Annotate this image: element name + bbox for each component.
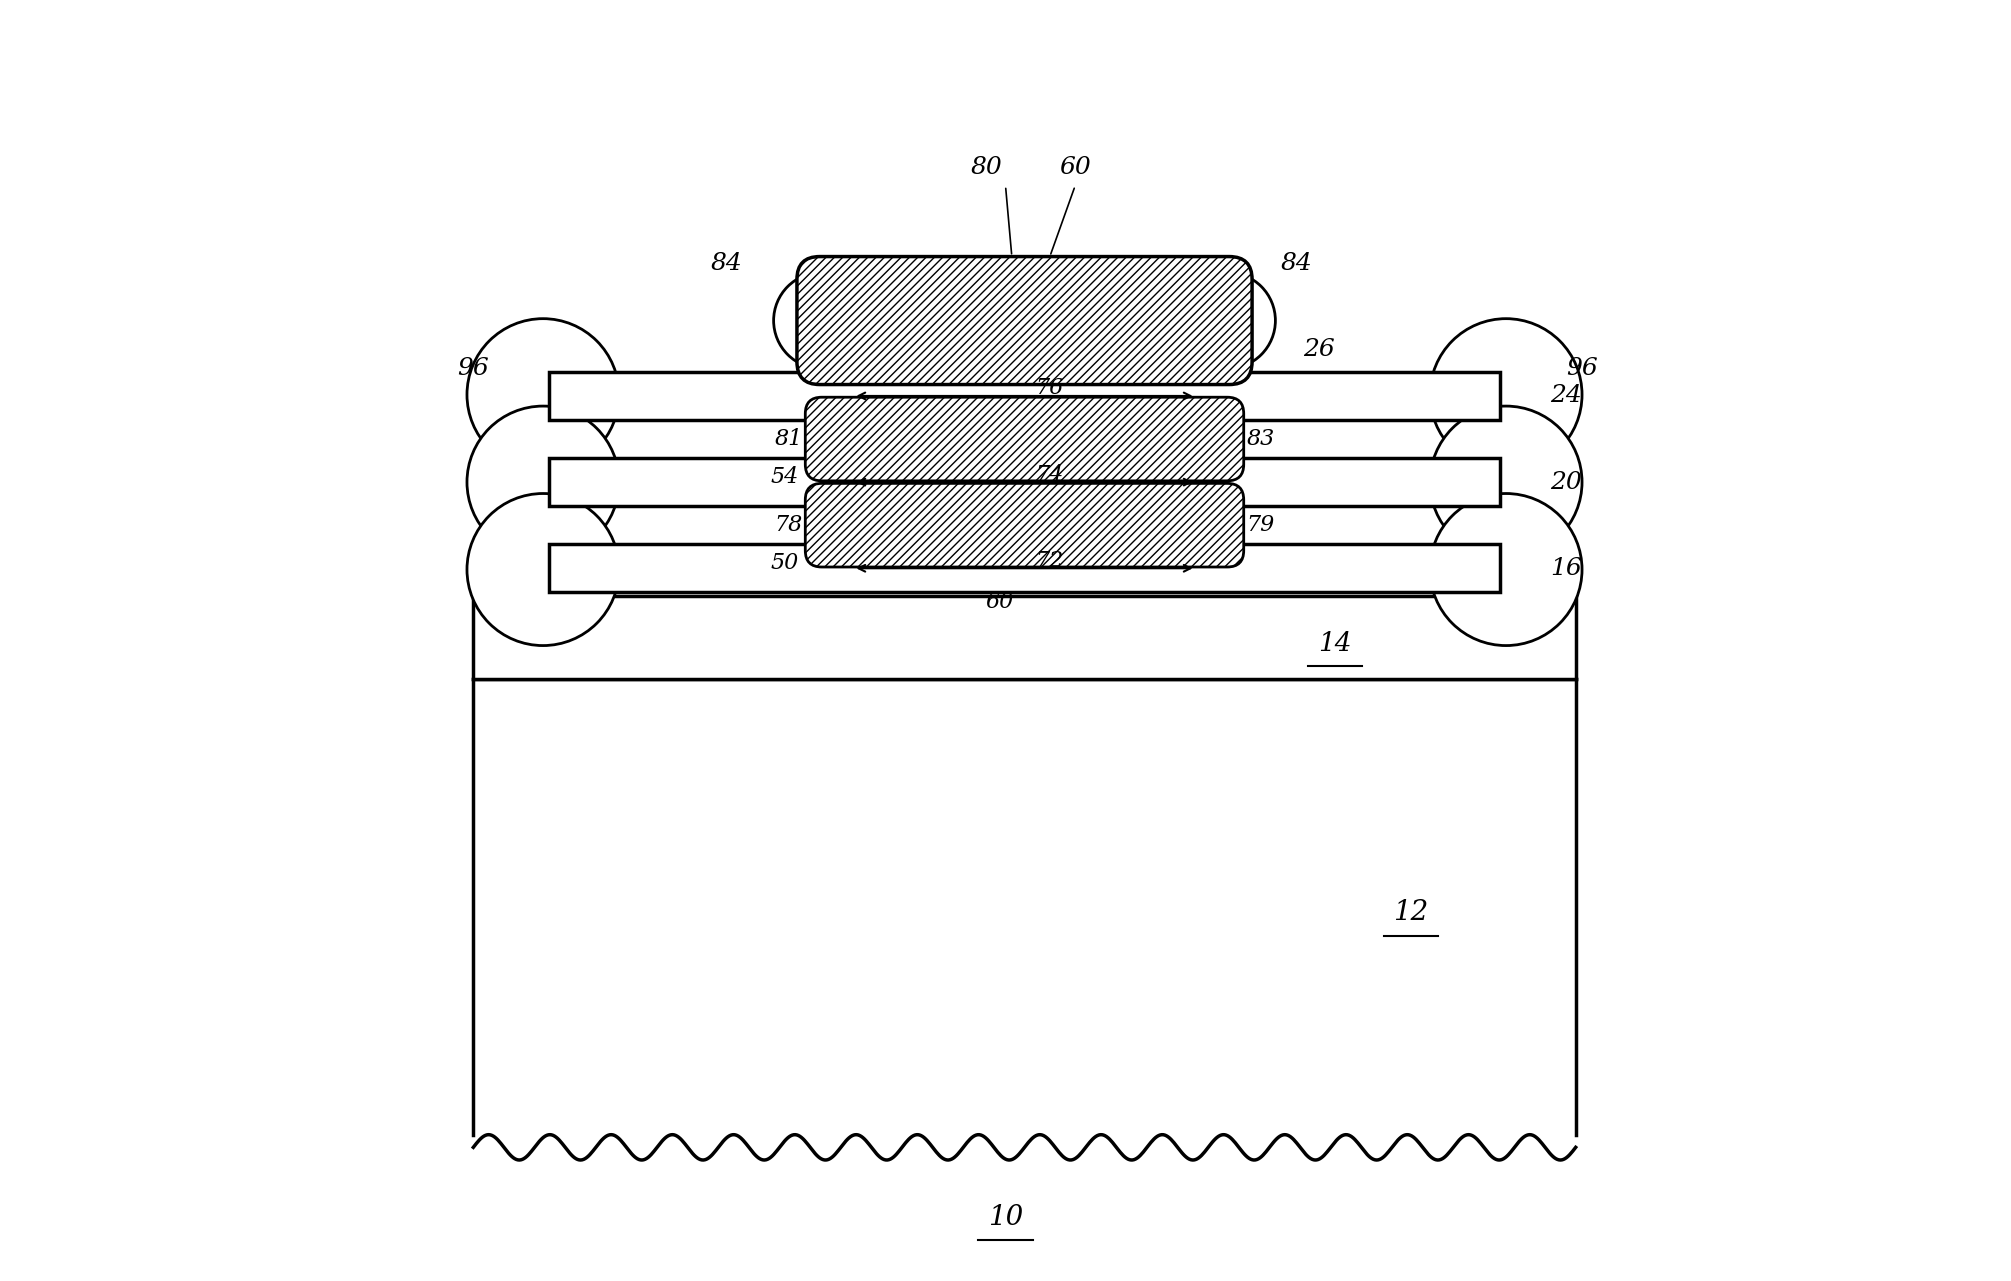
Text: 81: 81 (774, 428, 802, 450)
Text: 14: 14 (1317, 632, 1351, 656)
Text: 79: 79 (1247, 514, 1275, 537)
Text: 72: 72 (1036, 550, 1064, 571)
Text: 78: 78 (774, 514, 802, 537)
Text: 16: 16 (1550, 557, 1583, 580)
Text: 26: 26 (1303, 338, 1335, 360)
FancyBboxPatch shape (473, 596, 1577, 679)
Text: 54: 54 (770, 466, 798, 488)
Text: 96: 96 (456, 356, 489, 379)
Text: 60: 60 (1060, 156, 1092, 179)
Circle shape (467, 493, 619, 646)
Text: 50: 50 (770, 552, 798, 574)
Circle shape (774, 273, 871, 369)
Circle shape (1430, 406, 1583, 559)
Circle shape (1178, 273, 1275, 369)
Text: 84: 84 (1281, 252, 1313, 275)
Circle shape (1430, 493, 1583, 646)
FancyBboxPatch shape (804, 483, 1243, 567)
Text: 24: 24 (1550, 384, 1583, 407)
Circle shape (467, 319, 619, 470)
Circle shape (1430, 319, 1583, 470)
Text: 80: 80 (971, 156, 1001, 179)
Circle shape (467, 406, 619, 559)
Text: 10: 10 (987, 1204, 1024, 1231)
Text: 60: 60 (985, 592, 1014, 614)
Text: 76: 76 (1036, 378, 1064, 400)
FancyBboxPatch shape (549, 371, 1500, 420)
FancyBboxPatch shape (796, 256, 1253, 384)
Text: 96: 96 (1567, 356, 1599, 379)
Text: 84: 84 (710, 252, 742, 275)
Text: 12: 12 (1394, 899, 1428, 926)
FancyBboxPatch shape (549, 544, 1500, 592)
FancyBboxPatch shape (804, 397, 1243, 480)
Text: 74: 74 (1036, 464, 1064, 485)
Text: 83: 83 (1247, 428, 1275, 450)
Text: 20: 20 (1550, 470, 1583, 493)
FancyBboxPatch shape (549, 459, 1500, 506)
